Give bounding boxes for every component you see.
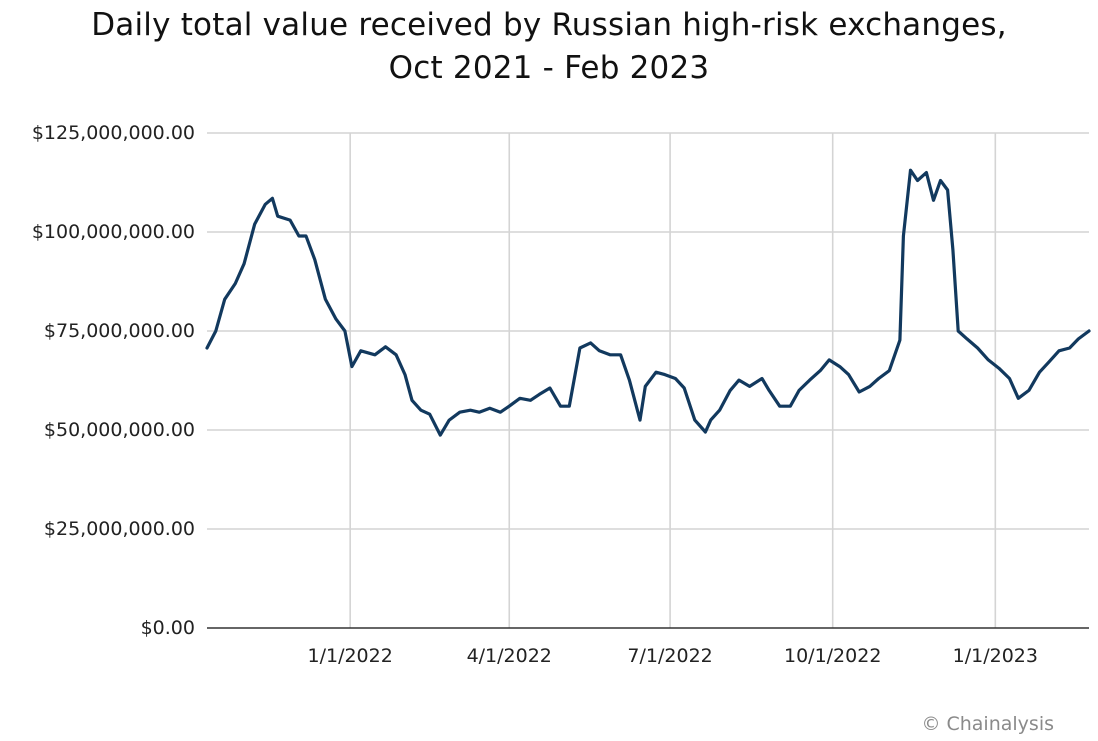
x-tick-label: 1/1/2023	[952, 645, 1038, 667]
x-tick-label: 1/1/2022	[307, 645, 393, 667]
series-line	[205, 168, 1091, 437]
chart-title-line1: Daily total value received by Russian hi…	[91, 7, 1007, 43]
y-tick-label: $0.00	[140, 617, 195, 639]
x-tick-label: 7/1/2022	[627, 645, 713, 667]
y-tick-label: $75,000,000.00	[43, 320, 195, 342]
vertical-gridlines	[349, 133, 997, 628]
y-tick-label: $100,000,000.00	[31, 221, 195, 243]
y-tick-label: $25,000,000.00	[43, 518, 195, 540]
source-credit: © Chainalysis	[921, 713, 1054, 735]
chart-title: Daily total value received by Russian hi…	[0, 4, 1098, 90]
y-tick-label: $125,000,000.00	[31, 122, 195, 144]
y-tick-label: $50,000,000.00	[43, 419, 195, 441]
horizontal-gridlines	[207, 132, 1089, 530]
chart-title-line2: Oct 2021 - Feb 2023	[388, 50, 710, 86]
x-tick-label: 4/1/2022	[466, 645, 552, 667]
x-tick-label: 10/1/2022	[783, 645, 882, 667]
